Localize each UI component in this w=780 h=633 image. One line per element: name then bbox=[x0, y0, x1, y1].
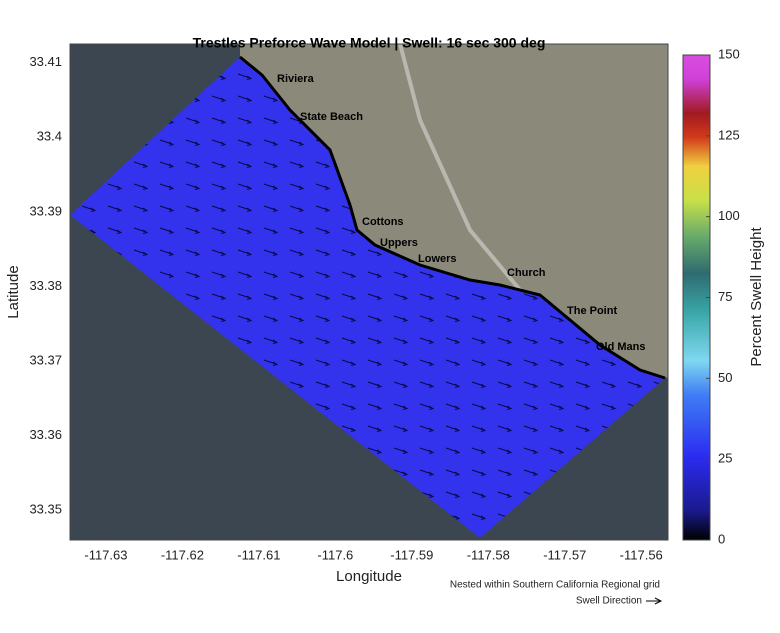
chart-title: Trestles Preforce Wave Model | Swell: 16… bbox=[193, 35, 546, 51]
y-tick-label: 33.38 bbox=[29, 278, 62, 293]
plot-frame bbox=[69, 43, 669, 541]
place-label: The Point bbox=[567, 305, 617, 317]
y-tick-label: 33.36 bbox=[29, 427, 62, 442]
y-tick-label: 33.41 bbox=[29, 54, 62, 69]
place-label: Uppers bbox=[380, 237, 418, 249]
place-label: Riviera bbox=[277, 73, 315, 85]
x-tick-label: -117.57 bbox=[543, 547, 586, 562]
coastline bbox=[239, 55, 666, 380]
legend-text: Swell Direction bbox=[576, 596, 642, 607]
map-area bbox=[70, 44, 668, 540]
y-tick-label: 33.35 bbox=[29, 502, 62, 517]
colorbar-tick-label: 100 bbox=[718, 208, 740, 223]
x-tick-label: -117.62 bbox=[161, 547, 204, 562]
colorbar bbox=[682, 54, 711, 541]
colorbar-tick-label: 150 bbox=[718, 46, 740, 61]
y-tick-label: 33.4 bbox=[37, 129, 62, 144]
x-axis-label: Longitude bbox=[336, 568, 402, 585]
footnote: Nested within Southern California Region… bbox=[450, 580, 660, 591]
place-label: Lowers bbox=[418, 253, 457, 265]
place-label: State Beach bbox=[300, 111, 363, 123]
swell-arrows bbox=[70, 57, 665, 538]
place-label: Cottons bbox=[362, 216, 404, 228]
colorbar-tick-label: 75 bbox=[718, 289, 732, 304]
place-label: Old Mans bbox=[596, 341, 646, 353]
x-tick-label: -117.61 bbox=[237, 547, 280, 562]
y-tick-label: 33.39 bbox=[29, 203, 62, 218]
colorbar-tick-label: 50 bbox=[718, 370, 732, 385]
colorbar-tick-label: 0 bbox=[718, 531, 725, 546]
y-tick-label: 33.37 bbox=[29, 352, 62, 367]
colorbar-tick-label: 25 bbox=[718, 451, 732, 466]
colorbar-label: Percent Swell Height bbox=[748, 227, 765, 367]
land bbox=[240, 44, 668, 378]
x-tick-label: -117.56 bbox=[620, 547, 663, 562]
place-label: Church bbox=[507, 267, 546, 279]
x-tick-label: -117.59 bbox=[390, 547, 433, 562]
x-tick-label: -117.58 bbox=[467, 547, 510, 562]
colorbar-tick-label: 125 bbox=[718, 127, 740, 142]
x-tick-label: -117.6 bbox=[317, 547, 353, 562]
x-tick-label: -117.63 bbox=[84, 547, 127, 562]
road bbox=[398, 44, 522, 292]
legend-arrow bbox=[646, 597, 663, 605]
y-axis-label: Latitude bbox=[5, 265, 22, 318]
